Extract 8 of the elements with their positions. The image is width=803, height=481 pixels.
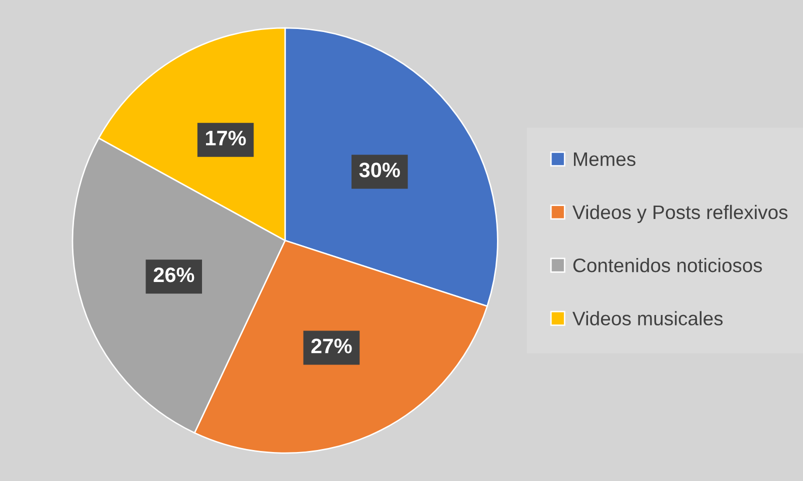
data-label: 27%	[311, 338, 352, 354]
legend-label: Videos y Posts reflexivos	[572, 204, 788, 223]
data-label: 17%	[206, 130, 246, 146]
legend-label: Memes	[574, 152, 636, 166]
legend-label: Contenidos noticiosos	[573, 258, 762, 272]
data-label: 30%	[359, 162, 400, 178]
legend-label: Videos musicales	[572, 311, 723, 326]
data-label: 26%	[154, 267, 194, 282]
